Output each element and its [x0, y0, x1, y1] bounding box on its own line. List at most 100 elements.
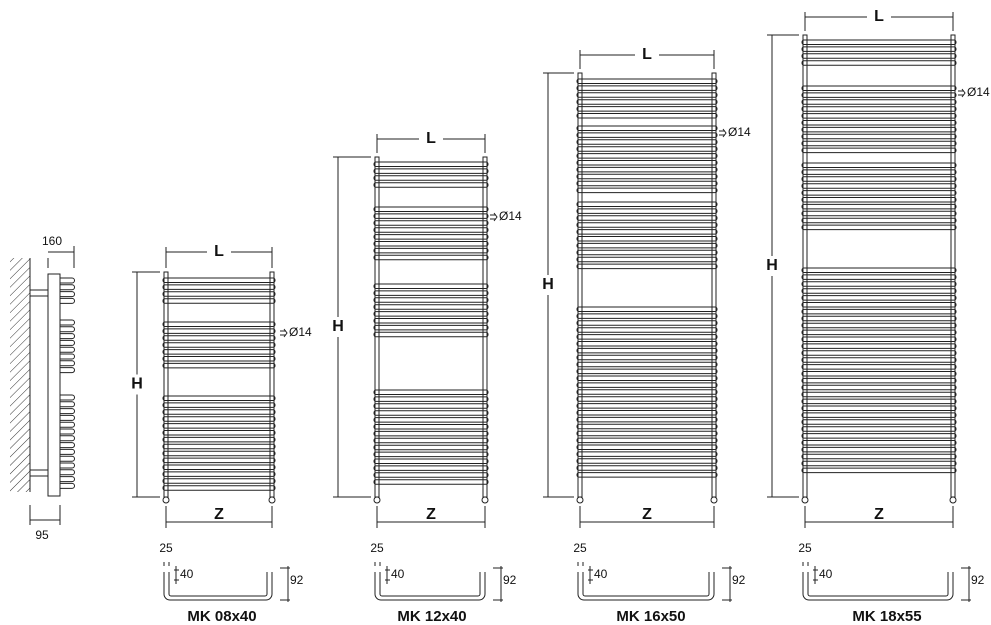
label-bg: [763, 256, 781, 276]
width-label: L: [426, 130, 436, 147]
bar: [373, 417, 489, 423]
bar: [801, 336, 957, 342]
bar: [801, 106, 957, 112]
bar: [576, 201, 718, 207]
bar: [801, 288, 957, 294]
bar: [576, 368, 718, 375]
side-bar: [60, 469, 75, 476]
side-bar: [60, 482, 75, 489]
label-bg: [419, 130, 443, 148]
bar: [373, 304, 489, 310]
detail-u: [577, 572, 715, 601]
bar: [576, 187, 718, 194]
side-bar: [60, 455, 75, 462]
offset-label: 25: [798, 541, 812, 555]
bar: [576, 306, 718, 312]
bar: [373, 410, 489, 416]
inset-label: 40: [180, 567, 194, 581]
side-bar: [60, 442, 75, 449]
bar: [801, 92, 957, 98]
width-label: L: [214, 243, 224, 260]
bar: [373, 472, 489, 478]
inset-label: 40: [391, 567, 405, 581]
bar: [801, 85, 957, 91]
bar: [801, 453, 957, 460]
bar: [162, 298, 276, 304]
bar: [801, 302, 957, 308]
bar: [373, 297, 489, 303]
tube-label: Ø14: [967, 85, 990, 99]
bar: [576, 85, 718, 91]
side-bar: [60, 360, 75, 367]
bar: [801, 39, 957, 45]
bar: [373, 437, 489, 444]
side-bar: [60, 339, 75, 346]
bar: [162, 277, 276, 283]
bar: [162, 395, 276, 401]
bar: [801, 183, 957, 189]
bar: [801, 329, 957, 336]
bar: [801, 140, 957, 147]
side-bar: [60, 408, 75, 415]
bar: [801, 308, 957, 315]
bar: [576, 320, 718, 326]
bar: [576, 444, 718, 450]
width-label: 160: [42, 234, 62, 248]
bar: [801, 343, 957, 349]
bar: [576, 78, 718, 84]
bar: [576, 410, 718, 416]
height-label: H: [766, 257, 778, 274]
bar: [373, 168, 489, 174]
bar: [162, 485, 276, 491]
bar: [576, 146, 718, 152]
bar: [162, 436, 276, 443]
height-label: H: [131, 376, 143, 393]
bar: [373, 430, 489, 437]
spacing-label: Z: [874, 506, 884, 523]
bar: [801, 419, 957, 425]
side-bar: [60, 414, 75, 421]
bar: [801, 120, 957, 126]
side-bar: [60, 291, 75, 298]
bar: [373, 234, 489, 240]
bar: [576, 113, 718, 119]
bar: [801, 162, 957, 168]
spacing-label: Z: [642, 506, 652, 523]
side-bar: [60, 326, 75, 333]
bar: [576, 125, 718, 131]
bar: [801, 133, 957, 140]
bar: [801, 357, 957, 363]
label-bg: [207, 243, 231, 261]
bar: [576, 430, 718, 437]
detail-dim: [374, 562, 503, 602]
offset-label: 25: [573, 541, 587, 555]
depth-label: 92: [503, 573, 517, 587]
arrow: [490, 212, 498, 222]
bar: [576, 208, 718, 214]
label-bg: [867, 8, 891, 26]
bar: [373, 220, 489, 226]
offset-label: 25: [159, 541, 173, 555]
bar: [576, 389, 718, 395]
bar: [801, 267, 957, 273]
bar: [801, 126, 957, 133]
rail: [711, 72, 717, 498]
label-bg: [128, 374, 146, 395]
bar: [576, 160, 718, 166]
bar: [801, 113, 957, 119]
bar: [801, 147, 957, 154]
bar: [801, 460, 957, 467]
bar: [576, 341, 718, 347]
bar: [576, 92, 718, 98]
bar: [162, 464, 276, 470]
bar: [801, 426, 957, 432]
bar: [162, 443, 276, 450]
bar: [801, 99, 957, 105]
bar: [576, 139, 718, 145]
bar: [576, 416, 718, 423]
width-label: L: [642, 46, 652, 63]
bar: [801, 53, 957, 59]
radiator: L H Z Ø14 25 40 92 MK 12x40: [329, 130, 522, 625]
spacing-label: Z: [426, 506, 436, 523]
bar: [162, 284, 276, 290]
